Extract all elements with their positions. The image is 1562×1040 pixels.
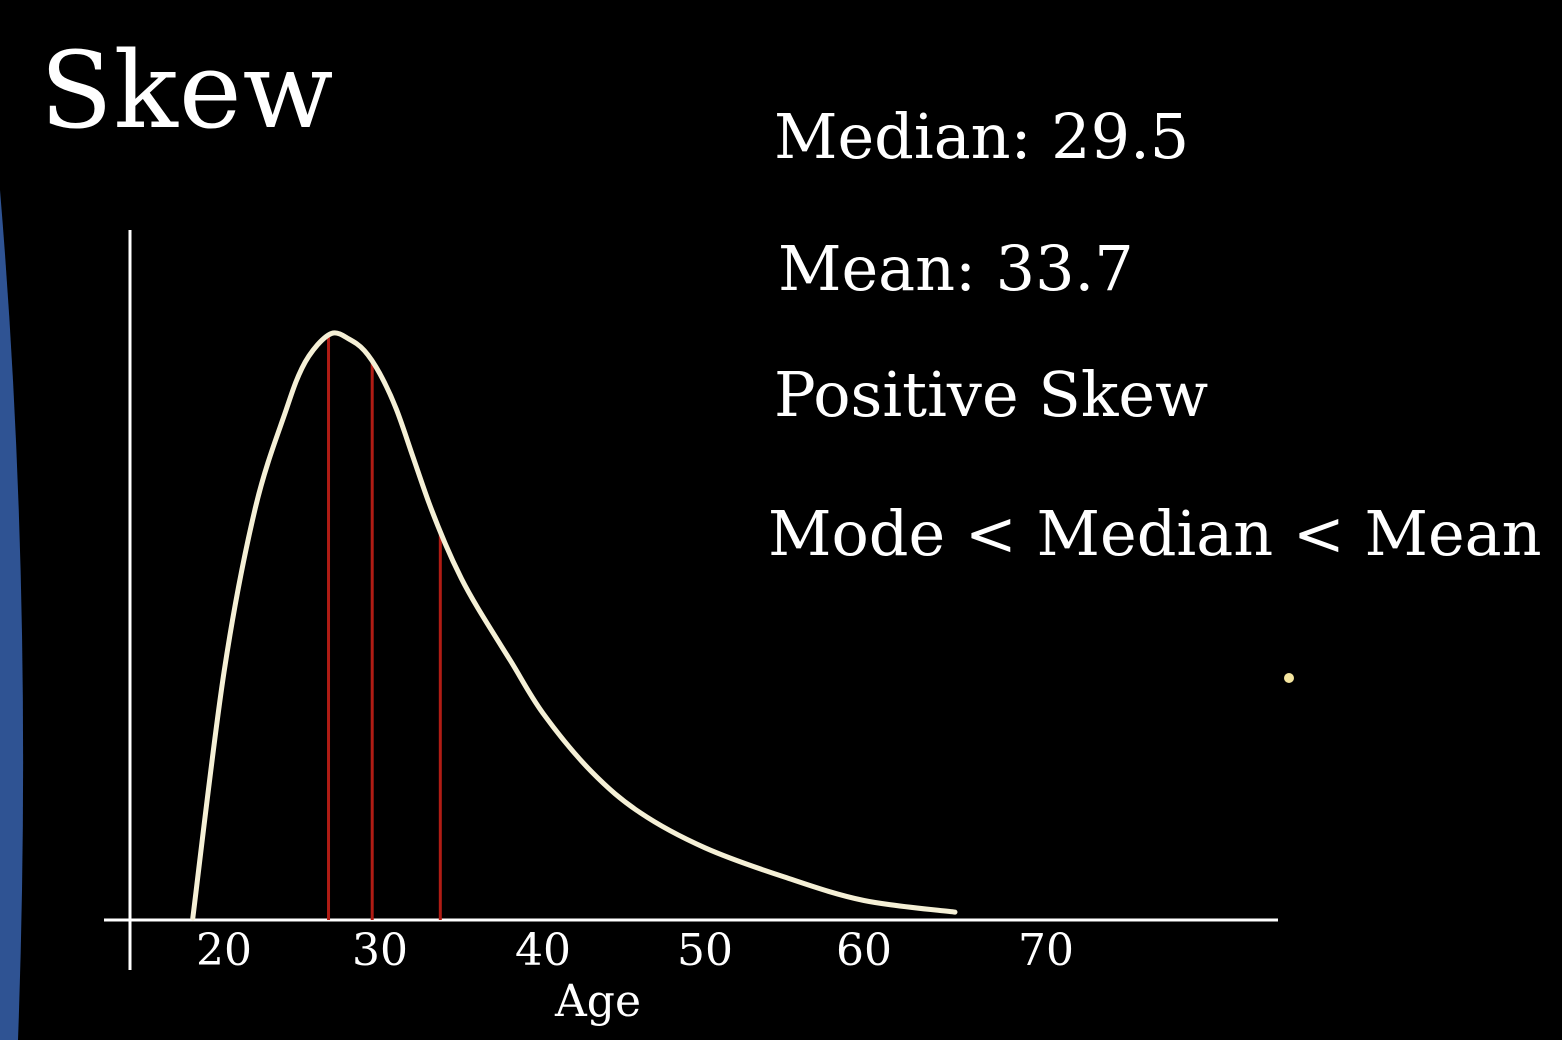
x-tick-label-60: 60: [836, 925, 892, 976]
distribution-curve: [190, 330, 958, 921]
skew-type-text: Positive Skew: [774, 358, 1209, 431]
slide-title: Skew: [40, 29, 335, 152]
median-value-text: Median: 29.5: [774, 100, 1190, 173]
x-tick-label-40: 40: [515, 925, 571, 976]
x-tick-label-30: 30: [352, 925, 408, 976]
highlight-dot: [1284, 673, 1294, 683]
mean-value-text: Mean: 33.7: [778, 232, 1134, 305]
distribution-curve-group: [190, 330, 958, 921]
accent-band-shape: [0, 190, 24, 1040]
x-tick-labels: 20 30 40 50 60 70: [196, 925, 1074, 976]
marker-lines: [327, 336, 442, 920]
central-tendency-order-text: Mode < Median < Mean: [768, 497, 1542, 570]
x-axis-label: Age: [554, 976, 641, 1027]
x-tick-label-20: 20: [196, 925, 252, 976]
x-tick-label-50: 50: [677, 925, 733, 976]
x-tick-label-70: 70: [1018, 925, 1074, 976]
